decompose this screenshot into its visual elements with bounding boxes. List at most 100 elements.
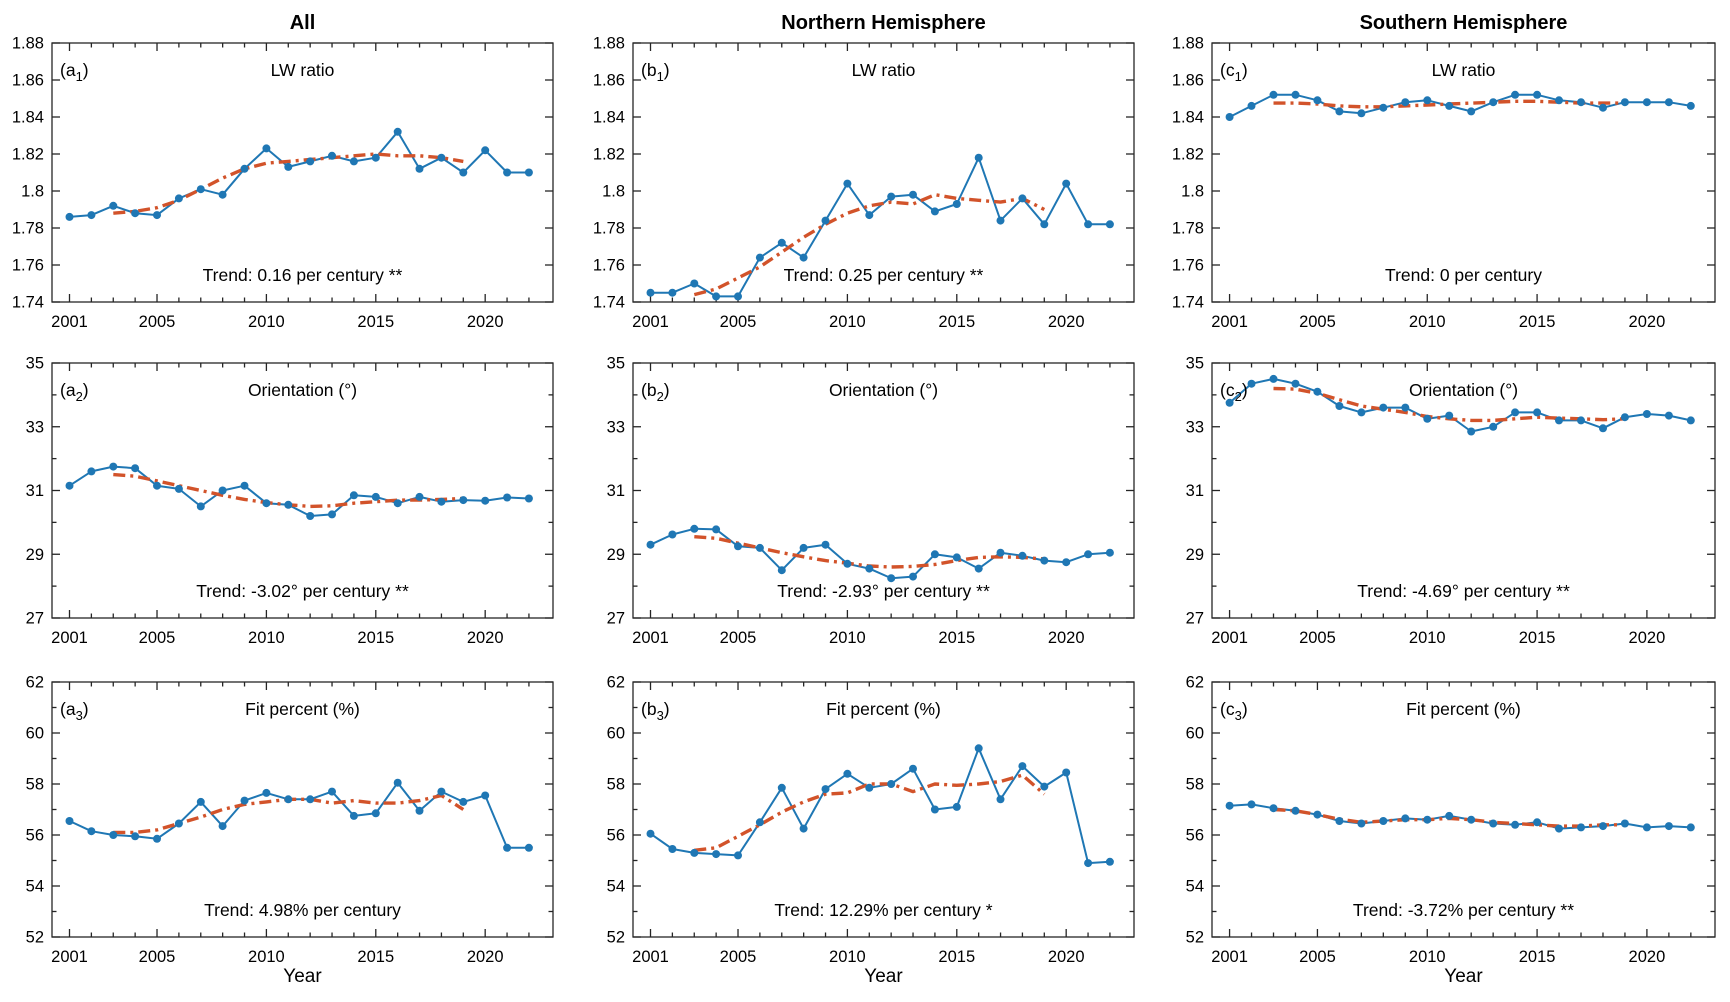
data-point-marker	[1445, 411, 1454, 420]
annual-series-line	[649, 747, 1110, 865]
data-point-marker	[1664, 98, 1673, 107]
data-point-marker	[777, 783, 786, 792]
data-point-marker	[1620, 98, 1629, 107]
panel-variable-label: LW ratio	[1432, 60, 1496, 80]
panel-tag: (b2)	[641, 380, 670, 404]
data-point-marker	[930, 207, 939, 216]
data-point-marker	[481, 146, 490, 155]
data-point-marker	[349, 157, 358, 166]
data-point-marker	[415, 806, 424, 815]
data-point-marker	[153, 211, 161, 220]
data-point-marker	[306, 157, 315, 166]
y-tick-label: 58	[607, 776, 625, 794]
data-point-marker	[131, 209, 140, 218]
data-point-marker	[1620, 413, 1629, 422]
panel-variable-label: LW ratio	[271, 60, 335, 80]
y-tick-label: 1.78	[593, 220, 625, 238]
data-point-marker	[174, 484, 183, 493]
y-tick-label: 1.8	[1181, 183, 1204, 201]
data-point-marker	[306, 795, 315, 804]
x-axis-label: Year	[1444, 966, 1483, 987]
y-tick-label: 1.88	[593, 35, 625, 53]
data-point-marker	[952, 802, 961, 811]
data-point-marker	[1489, 422, 1498, 431]
data-point-marker	[1379, 817, 1388, 825]
data-point-marker	[240, 164, 249, 173]
x-tick-label: 2015	[1519, 313, 1556, 331]
x-tick-label: 2010	[1409, 948, 1446, 966]
data-point-marker	[1247, 101, 1256, 110]
panel-box	[1211, 362, 1716, 619]
data-point-marker	[196, 797, 205, 806]
panel-c3: 2001 2005 2010 2015 2020 52 54 56 58 60 62 (c3) Fit …	[1186, 674, 1716, 966]
y-tick-label: 35	[26, 355, 44, 373]
panel-variable-label: Fit percent (%)	[245, 699, 360, 719]
data-point-marker	[415, 164, 424, 173]
data-point-marker	[821, 216, 830, 225]
data-point-marker	[1062, 179, 1071, 188]
panel-tag: (c3)	[1220, 699, 1248, 723]
panel-box	[51, 681, 554, 938]
column-title-southern-hemisphere: Southern Hemisphere	[1359, 12, 1568, 34]
y-tick-label: 52	[1186, 929, 1204, 947]
data-point-marker	[909, 190, 917, 199]
y-tick-label: 31	[1186, 482, 1204, 500]
y-tick-label: 1.76	[1172, 257, 1204, 275]
data-point-marker	[459, 496, 468, 505]
data-point-marker	[459, 797, 468, 806]
data-point-marker	[1105, 220, 1114, 229]
data-point-marker	[218, 190, 227, 199]
data-point-marker	[1555, 824, 1563, 833]
data-point-marker	[87, 467, 96, 476]
data-point-marker	[646, 829, 655, 838]
data-point-marker	[131, 832, 140, 841]
data-point-marker	[1423, 815, 1432, 824]
data-point-marker	[1040, 556, 1049, 565]
data-point-marker	[909, 764, 917, 773]
data-point-marker	[284, 162, 293, 171]
data-point-marker	[1467, 107, 1476, 116]
x-tick-label: 2005	[720, 629, 757, 647]
data-point-marker	[909, 572, 917, 581]
data-point-marker	[1599, 822, 1607, 831]
data-point-marker	[1467, 815, 1476, 824]
y-tick-label: 1.84	[1172, 109, 1204, 127]
y-tick-label: 29	[26, 546, 44, 564]
data-point-marker	[865, 211, 874, 220]
data-point-marker	[1335, 817, 1344, 825]
data-point-marker	[1686, 101, 1695, 110]
panel-variable-label: Orientation (°)	[829, 380, 938, 400]
panel-tag: (a1)	[60, 60, 89, 84]
x-tick-label: 2020	[467, 629, 504, 647]
data-point-marker	[1445, 811, 1454, 820]
data-point-marker	[887, 574, 896, 583]
x-tick-label: 2020	[1629, 313, 1666, 331]
trend-annotation: Trend: -2.93° per century **	[777, 581, 990, 601]
data-point-marker	[87, 827, 96, 836]
data-point-marker	[65, 212, 74, 221]
x-tick-label: 2020	[1048, 629, 1085, 647]
x-tick-label: 2001	[1211, 629, 1248, 647]
annual-series-line	[1229, 93, 1691, 118]
x-tick-label: 2001	[1211, 313, 1248, 331]
data-point-marker	[887, 192, 896, 201]
panel-a2: 2001 2005 2010 2015 2020 27 29 31 33 35 (a2) Orient…	[26, 355, 554, 647]
data-point-marker	[821, 540, 830, 549]
data-point-marker	[153, 481, 161, 490]
data-point-marker	[1642, 410, 1651, 418]
data-point-marker	[734, 292, 742, 301]
data-point-marker	[1533, 408, 1542, 417]
y-tick-label: 60	[26, 725, 44, 743]
y-tick-label: 1.88	[1172, 35, 1204, 53]
x-tick-label: 2015	[938, 313, 975, 331]
annual-series-line	[68, 465, 529, 517]
x-tick-label: 2001	[632, 313, 669, 331]
y-tick-label: 27	[1186, 610, 1204, 628]
data-point-marker	[646, 540, 655, 549]
data-point-marker	[755, 818, 764, 827]
x-tick-label: 2005	[1299, 629, 1336, 647]
data-point-marker	[1084, 550, 1093, 559]
x-tick-label: 2001	[51, 948, 88, 966]
data-point-marker	[1018, 551, 1027, 560]
data-point-marker	[1291, 806, 1300, 815]
